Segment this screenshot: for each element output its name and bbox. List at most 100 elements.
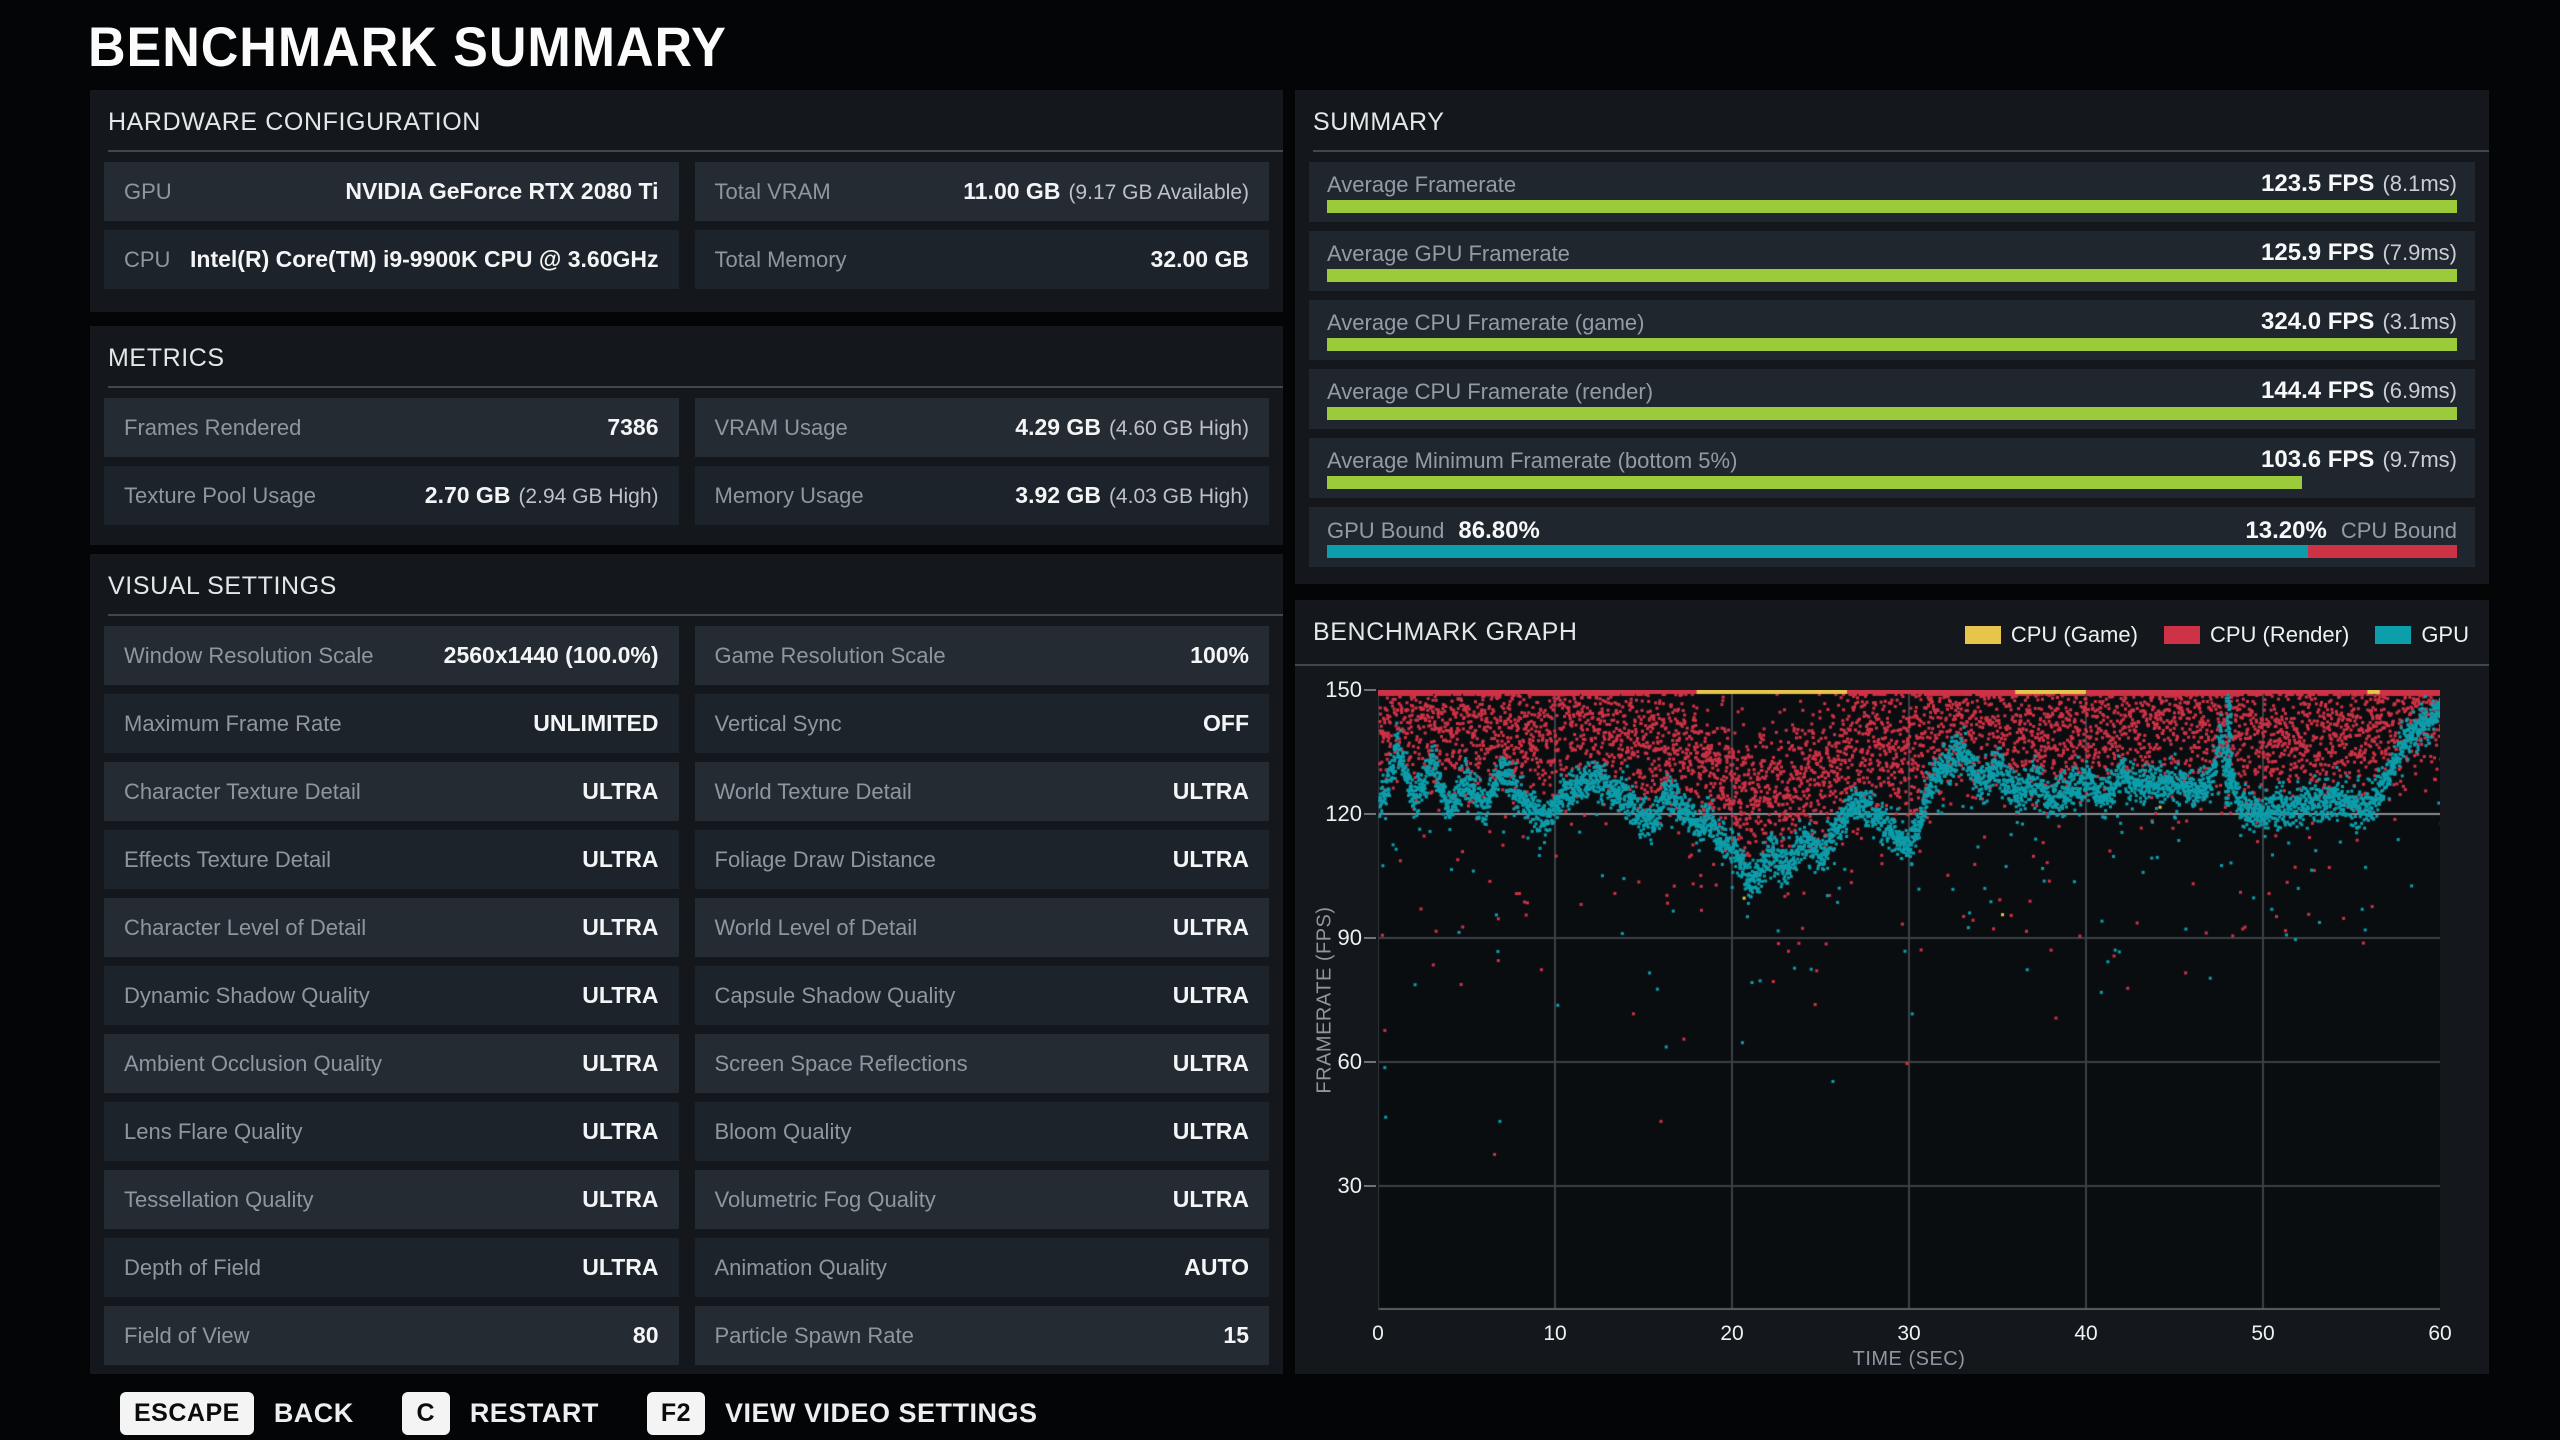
framerate-bar-track	[1327, 407, 2457, 420]
framerate-bar	[1327, 407, 2457, 420]
setting-cell: Bloom Quality ULTRA	[694, 1102, 1269, 1161]
summary-row-value: 123.5 FPS (8.1ms)	[2261, 170, 2457, 197]
summary-row: Average CPU Framerate (render) 144.4 FPS(…	[1309, 369, 2475, 429]
setting-cell: World Texture Detail ULTRA	[694, 762, 1269, 821]
setting-value: ULTRA	[1172, 1050, 1249, 1076]
metric-cell: Frames Rendered 7386	[104, 398, 679, 457]
hardware-cell: GPU NVIDIA GeForce RTX 2080 Ti	[104, 162, 679, 221]
graph-plot-area	[1378, 690, 2440, 1310]
setting-label: Screen Space Reflections	[714, 1050, 968, 1076]
metric-label: Memory Usage	[714, 482, 864, 508]
legend-swatch-icon	[2375, 626, 2412, 644]
key-f2-icon[interactable]: F2	[646, 1392, 705, 1435]
action-restart[interactable]: C RESTART	[401, 1392, 599, 1435]
hardware-value: 32.00 GB	[1150, 246, 1249, 272]
gpu-bound-bar	[1327, 545, 2308, 558]
setting-value: 80	[632, 1322, 659, 1348]
y-tick-label: 120	[1325, 801, 1362, 826]
x-axis-title: TIME (SEC)	[1852, 1348, 1966, 1370]
setting-label: Tessellation Quality	[124, 1186, 314, 1212]
summary-row: Average CPU Framerate (game) 324.0 FPS (3.…	[1309, 300, 2475, 360]
x-tick-label: 10	[1543, 1322, 1567, 1345]
summary-rows: Average Framerate 123.5 FPS (8.1ms) Average…	[1309, 162, 2475, 576]
setting-value: ULTRA	[1172, 914, 1249, 940]
metric-value: 7386	[607, 414, 659, 440]
setting-cell: Animation Quality AUTO	[694, 1238, 1269, 1297]
y-tick-label: 30	[1337, 1173, 1362, 1198]
setting-value: ULTRA	[582, 1254, 659, 1280]
setting-cell: Depth of Field ULTRA	[104, 1238, 679, 1297]
setting-value: ULTRA	[582, 982, 659, 1008]
y-tick-label: 90	[1337, 925, 1362, 950]
action-label: BACK	[273, 1398, 354, 1428]
bound-row: GPU Bound 86.80% 13.20% CPU Bound	[1309, 507, 2475, 567]
visual-settings-grid: Window Resolution Scale 2560x1440 (100.0%…	[104, 626, 1269, 1365]
legend-swatch-icon	[2163, 626, 2200, 644]
metric-value: 3.92 GB (4.03 GB High)	[1015, 482, 1249, 508]
key-escape-icon[interactable]: ESCAPE	[120, 1392, 254, 1435]
y-tick-mark	[1364, 813, 1376, 815]
summary-row: Average Minimum Framerate (bottom 5%) 103…	[1309, 438, 2475, 498]
setting-value: 2560x1440 (100.0%)	[443, 642, 659, 668]
setting-cell: Window Resolution Scale 2560x1440 (100.0%…	[104, 626, 679, 685]
setting-cell: Foliage Draw Distance ULTRA	[694, 830, 1269, 889]
hardware-configuration-title: HARDWARE CONFIGURATION	[108, 108, 481, 136]
setting-value: ULTRA	[582, 1050, 659, 1076]
setting-cell: Tessellation Quality ULTRA	[104, 1170, 679, 1229]
setting-label: Bloom Quality	[714, 1118, 852, 1144]
metric-extra: (4.03 GB High)	[1108, 485, 1249, 508]
hardware-value: 11.00 GB (9.17 GB Available)	[963, 178, 1249, 204]
summary-row-label: Average GPU Framerate	[1327, 241, 1570, 266]
setting-value: ULTRA	[1172, 1118, 1249, 1144]
metric-extra: (4.60 GB High)	[1108, 417, 1249, 440]
setting-cell: Character Level of Detail ULTRA	[104, 898, 679, 957]
setting-value: 15	[1223, 1322, 1249, 1348]
gpu-bound-value: 86.80%	[1458, 517, 1540, 544]
setting-label: Window Resolution Scale	[124, 642, 374, 668]
benchmark-graph-title: BENCHMARK GRAPH	[1313, 618, 1578, 646]
x-tick-label: 60	[2428, 1322, 2452, 1345]
hardware-extra: (9.17 GB Available)	[1068, 181, 1249, 204]
setting-label: Maximum Frame Rate	[124, 710, 342, 736]
framerate-bar	[1327, 200, 2457, 213]
summary-row-value: 324.0 FPS (3.1ms)	[2261, 308, 2457, 335]
setting-label: Capsule Shadow Quality	[714, 982, 956, 1008]
hardware-cell: CPU Intel(R) Core(TM) i9-9900K CPU @ 3.60…	[104, 230, 679, 289]
setting-cell: World Level of Detail ULTRA	[694, 898, 1269, 957]
hardware-label: GPU	[124, 178, 172, 204]
setting-value: ULTRA	[582, 1118, 659, 1144]
metric-cell: Texture Pool Usage 2.70 GB (2.94 GB High)	[104, 466, 679, 525]
action-label: RESTART	[469, 1398, 599, 1428]
key-c-icon[interactable]: C	[401, 1392, 450, 1435]
summary-title: SUMMARY	[1313, 108, 1445, 136]
framerate-bar-track	[1327, 476, 2457, 489]
summary-row-frametime: (6.9ms)	[2382, 378, 2457, 403]
metric-label: Texture Pool Usage	[124, 482, 316, 508]
setting-cell: Ambient Occlusion Quality ULTRA	[104, 1034, 679, 1093]
setting-cell: Maximum Frame Rate UNLIMITED	[104, 694, 679, 753]
setting-label: Dynamic Shadow Quality	[124, 982, 370, 1008]
setting-label: Vertical Sync	[714, 710, 842, 736]
setting-value: ULTRA	[1172, 846, 1249, 872]
hardware-label: Total Memory	[714, 246, 847, 272]
x-tick-label: 50	[2251, 1322, 2275, 1345]
action-view-video-settings[interactable]: F2 VIEW VIDEO SETTINGS	[646, 1392, 1038, 1435]
setting-value: ULTRA	[1172, 778, 1249, 804]
hardware-cell: Total Memory 32.00 GB	[694, 230, 1269, 289]
legend-item: CPU (Render)	[2163, 622, 2349, 648]
summary-row-frametime: (3.1ms)	[2382, 309, 2457, 334]
summary-row-value: 103.6 FPS (9.7ms)	[2261, 446, 2457, 473]
framerate-bar-track	[1327, 338, 2457, 351]
summary-row: Average GPU Framerate 125.9 FPS (7.9ms)	[1309, 231, 2475, 291]
metric-label: Frames Rendered	[124, 414, 302, 440]
action-back[interactable]: ESCAPE BACK	[120, 1392, 354, 1435]
y-tick-mark	[1364, 1061, 1376, 1063]
setting-cell: Lens Flare Quality ULTRA	[104, 1102, 679, 1161]
setting-cell: Particle Spawn Rate 15	[694, 1306, 1269, 1365]
setting-value: ULTRA	[582, 1186, 659, 1212]
hardware-label: Total VRAM	[714, 178, 831, 204]
summary-row-frametime: (8.1ms)	[2382, 171, 2457, 196]
hardware-value: NVIDIA GeForce RTX 2080 Ti	[345, 178, 659, 204]
summary-row-frametime: (9.7ms)	[2382, 447, 2457, 472]
